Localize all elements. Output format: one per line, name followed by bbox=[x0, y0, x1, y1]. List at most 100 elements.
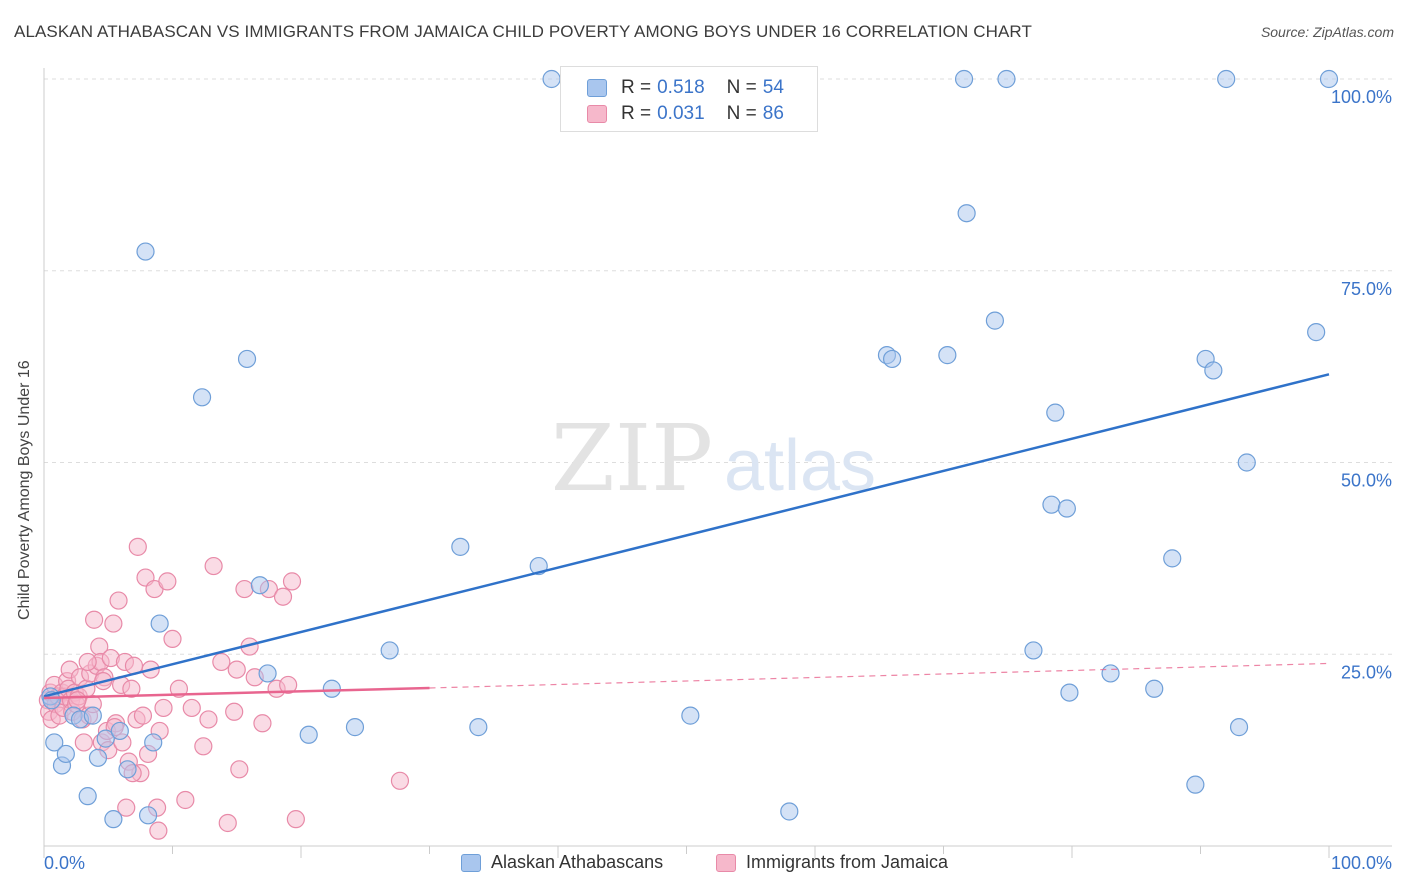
legend-item-immigrants-from-jamaica: Immigrants from Jamaica bbox=[716, 852, 948, 873]
point-alaskan-athabascans bbox=[957, 204, 976, 223]
point-alaskan-athabascans bbox=[1163, 549, 1182, 568]
y-tick-label: 75.0% bbox=[1341, 279, 1392, 299]
point-alaskan-athabascans bbox=[96, 729, 115, 748]
y-tick-label: 50.0% bbox=[1341, 471, 1392, 491]
chart-title: ALASKAN ATHABASCAN VS IMMIGRANTS FROM JA… bbox=[14, 22, 1032, 41]
legend-swatch-pink bbox=[587, 105, 607, 123]
point-alaskan-athabascans bbox=[451, 537, 470, 556]
correlation-legend: R = 0.518 N = 54 R = 0.031 N = 86 bbox=[560, 66, 818, 132]
y-tick-label: 25.0% bbox=[1341, 662, 1392, 682]
point-alaskan-athabascans bbox=[1237, 453, 1256, 472]
point-immigrants-from-jamaica bbox=[158, 572, 177, 591]
legend-row-alaskan-athabascans: R = 0.518 N = 54 bbox=[587, 77, 784, 99]
point-alaskan-athabascans bbox=[997, 69, 1016, 89]
point-immigrants-from-jamaica bbox=[390, 771, 410, 790]
legend-swatch-blue bbox=[587, 79, 607, 97]
point-alaskan-athabascans bbox=[299, 725, 318, 744]
series-alaskan-athabascans bbox=[41, 69, 1339, 829]
point-alaskan-athabascans bbox=[322, 679, 341, 698]
point-immigrants-from-jamaica bbox=[225, 702, 244, 721]
legend-r-label: R = bbox=[621, 77, 652, 98]
point-immigrants-from-jamaica bbox=[149, 821, 168, 840]
series-legend: Alaskan Athabascans Immigrants from Jama… bbox=[0, 852, 1406, 878]
y-tick-label: 100.0% bbox=[1331, 87, 1392, 107]
point-alaskan-athabascans bbox=[83, 706, 102, 725]
point-alaskan-athabascans bbox=[1217, 69, 1236, 89]
point-immigrants-from-jamaica bbox=[133, 706, 153, 725]
point-immigrants-from-jamaica bbox=[176, 790, 195, 810]
legend-n-label: N = bbox=[726, 103, 757, 124]
legend-r-value: 0.518 bbox=[657, 77, 705, 98]
point-immigrants-from-jamaica bbox=[227, 660, 246, 679]
legend-n-value: 86 bbox=[762, 103, 784, 124]
point-alaskan-athabascans bbox=[1101, 664, 1120, 683]
legend-n-value: 54 bbox=[762, 77, 784, 98]
watermark: ZIP atlas bbox=[551, 405, 876, 512]
gridlines bbox=[44, 78, 1392, 655]
point-immigrants-from-jamaica bbox=[154, 698, 173, 718]
x-tick-label-max: 100.0% bbox=[1331, 853, 1392, 873]
point-alaskan-athabascans bbox=[1057, 499, 1076, 518]
point-immigrants-from-jamaica bbox=[128, 537, 147, 556]
legend-n-label: N = bbox=[726, 77, 757, 98]
point-alaskan-athabascans bbox=[1186, 775, 1205, 794]
trend-line-alaskan-athabascans bbox=[43, 373, 1330, 698]
legend-item-alaskan-athabascans: Alaskan Athabascans bbox=[461, 852, 663, 873]
point-alaskan-athabascans bbox=[542, 69, 561, 89]
point-alaskan-athabascans bbox=[1024, 641, 1043, 660]
point-immigrants-from-jamaica bbox=[117, 798, 136, 817]
point-alaskan-athabascans bbox=[110, 721, 129, 741]
legend-row-immigrants-from-jamaica: R = 0.031 N = 86 bbox=[587, 103, 784, 125]
point-immigrants-from-jamaica bbox=[279, 675, 298, 695]
point-alaskan-athabascans bbox=[150, 614, 169, 633]
point-immigrants-from-jamaica bbox=[212, 652, 231, 672]
point-alaskan-athabascans bbox=[1060, 683, 1079, 702]
watermark-atlas: atlas bbox=[724, 426, 876, 506]
point-alaskan-athabascans bbox=[78, 787, 97, 806]
point-immigrants-from-jamaica bbox=[78, 652, 97, 672]
tick-labels: 25.0% 50.0% 75.0% 100.0% 0.0% 100.0% bbox=[44, 87, 1392, 873]
point-immigrants-from-jamaica bbox=[169, 679, 189, 698]
watermark-zip: ZIP bbox=[551, 405, 713, 512]
point-alaskan-athabascans bbox=[882, 349, 902, 369]
point-immigrants-from-jamaica bbox=[230, 760, 249, 779]
point-alaskan-athabascans bbox=[938, 346, 957, 365]
point-alaskan-athabascans bbox=[88, 748, 108, 767]
point-immigrants-from-jamaica bbox=[182, 698, 201, 718]
trend-line-immigrants-from-jamaica bbox=[43, 686, 430, 700]
point-immigrants-from-jamaica bbox=[68, 691, 87, 710]
point-immigrants-from-jamaica bbox=[74, 733, 93, 752]
point-alaskan-athabascans bbox=[345, 718, 365, 737]
point-alaskan-athabascans bbox=[1307, 323, 1326, 342]
point-alaskan-athabascans bbox=[192, 388, 212, 407]
chart-source: Source: ZipAtlas.com bbox=[1260, 24, 1394, 40]
y-axis-label: Child Poverty Among Boys Under 16 bbox=[16, 360, 33, 620]
point-immigrants-from-jamaica bbox=[194, 737, 213, 756]
legend-label-alaskan-athabascans: Alaskan Athabascans bbox=[491, 852, 664, 872]
point-immigrants-from-jamaica bbox=[235, 579, 254, 599]
point-immigrants-from-jamaica bbox=[286, 810, 305, 829]
point-alaskan-athabascans bbox=[681, 706, 700, 725]
point-alaskan-athabascans bbox=[1046, 403, 1065, 422]
point-alaskan-athabascans bbox=[250, 576, 269, 595]
legend-swatch-blue bbox=[461, 853, 481, 872]
point-alaskan-athabascans bbox=[237, 349, 257, 369]
point-alaskan-athabascans bbox=[1319, 69, 1339, 89]
point-alaskan-athabascans bbox=[1229, 718, 1249, 737]
point-alaskan-athabascans bbox=[1042, 495, 1061, 514]
point-alaskan-athabascans bbox=[1204, 361, 1223, 380]
legend-label-immigrants-from-jamaica: Immigrants from Jamaica bbox=[746, 852, 949, 872]
legend-swatch-pink bbox=[716, 853, 736, 872]
point-alaskan-athabascans bbox=[144, 733, 163, 752]
point-alaskan-athabascans bbox=[136, 242, 155, 261]
point-alaskan-athabascans bbox=[985, 311, 1005, 330]
point-alaskan-athabascans bbox=[118, 760, 137, 779]
point-alaskan-athabascans bbox=[780, 802, 799, 821]
point-immigrants-from-jamaica bbox=[199, 710, 218, 729]
point-immigrants-from-jamaica bbox=[109, 591, 128, 610]
point-immigrants-from-jamaica bbox=[204, 556, 223, 576]
point-alaskan-athabascans bbox=[104, 810, 123, 829]
legend-r-label: R = bbox=[621, 103, 652, 124]
point-immigrants-from-jamaica bbox=[282, 572, 302, 591]
point-alaskan-athabascans bbox=[954, 69, 974, 89]
